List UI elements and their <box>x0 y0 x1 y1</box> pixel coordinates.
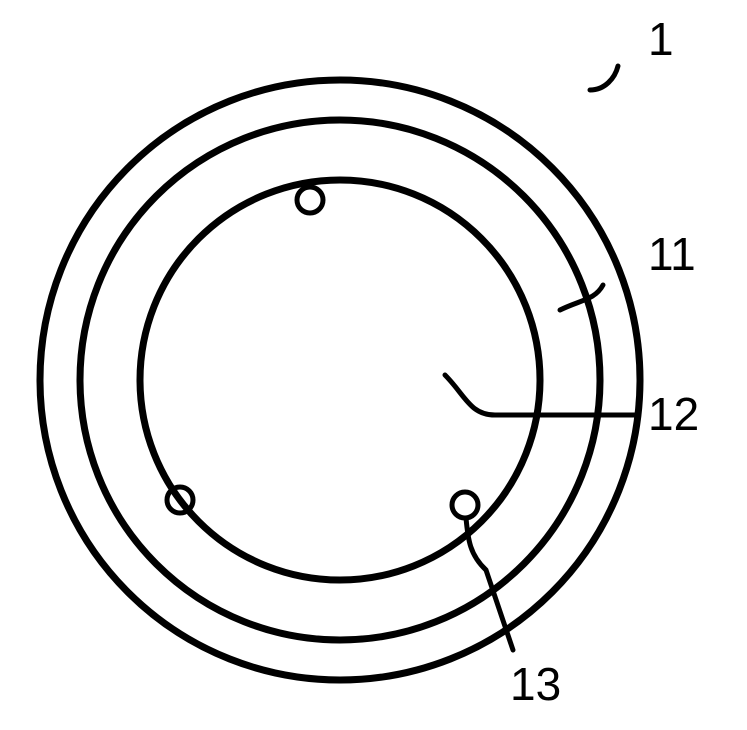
diagram-canvas: 1111213 <box>0 0 747 730</box>
label-12: 12 <box>648 388 699 440</box>
hole-0 <box>297 187 323 213</box>
label-1: 1 <box>648 13 674 65</box>
leader-1 <box>590 66 618 90</box>
outer-circle-2 <box>80 120 600 640</box>
concentric-circles <box>40 80 640 680</box>
small-holes <box>167 187 478 518</box>
hole-2 <box>452 492 478 518</box>
label-13: 13 <box>510 658 561 710</box>
label-11: 11 <box>648 228 696 280</box>
inner-circle <box>140 180 540 580</box>
outer-circle-1 <box>40 80 640 680</box>
